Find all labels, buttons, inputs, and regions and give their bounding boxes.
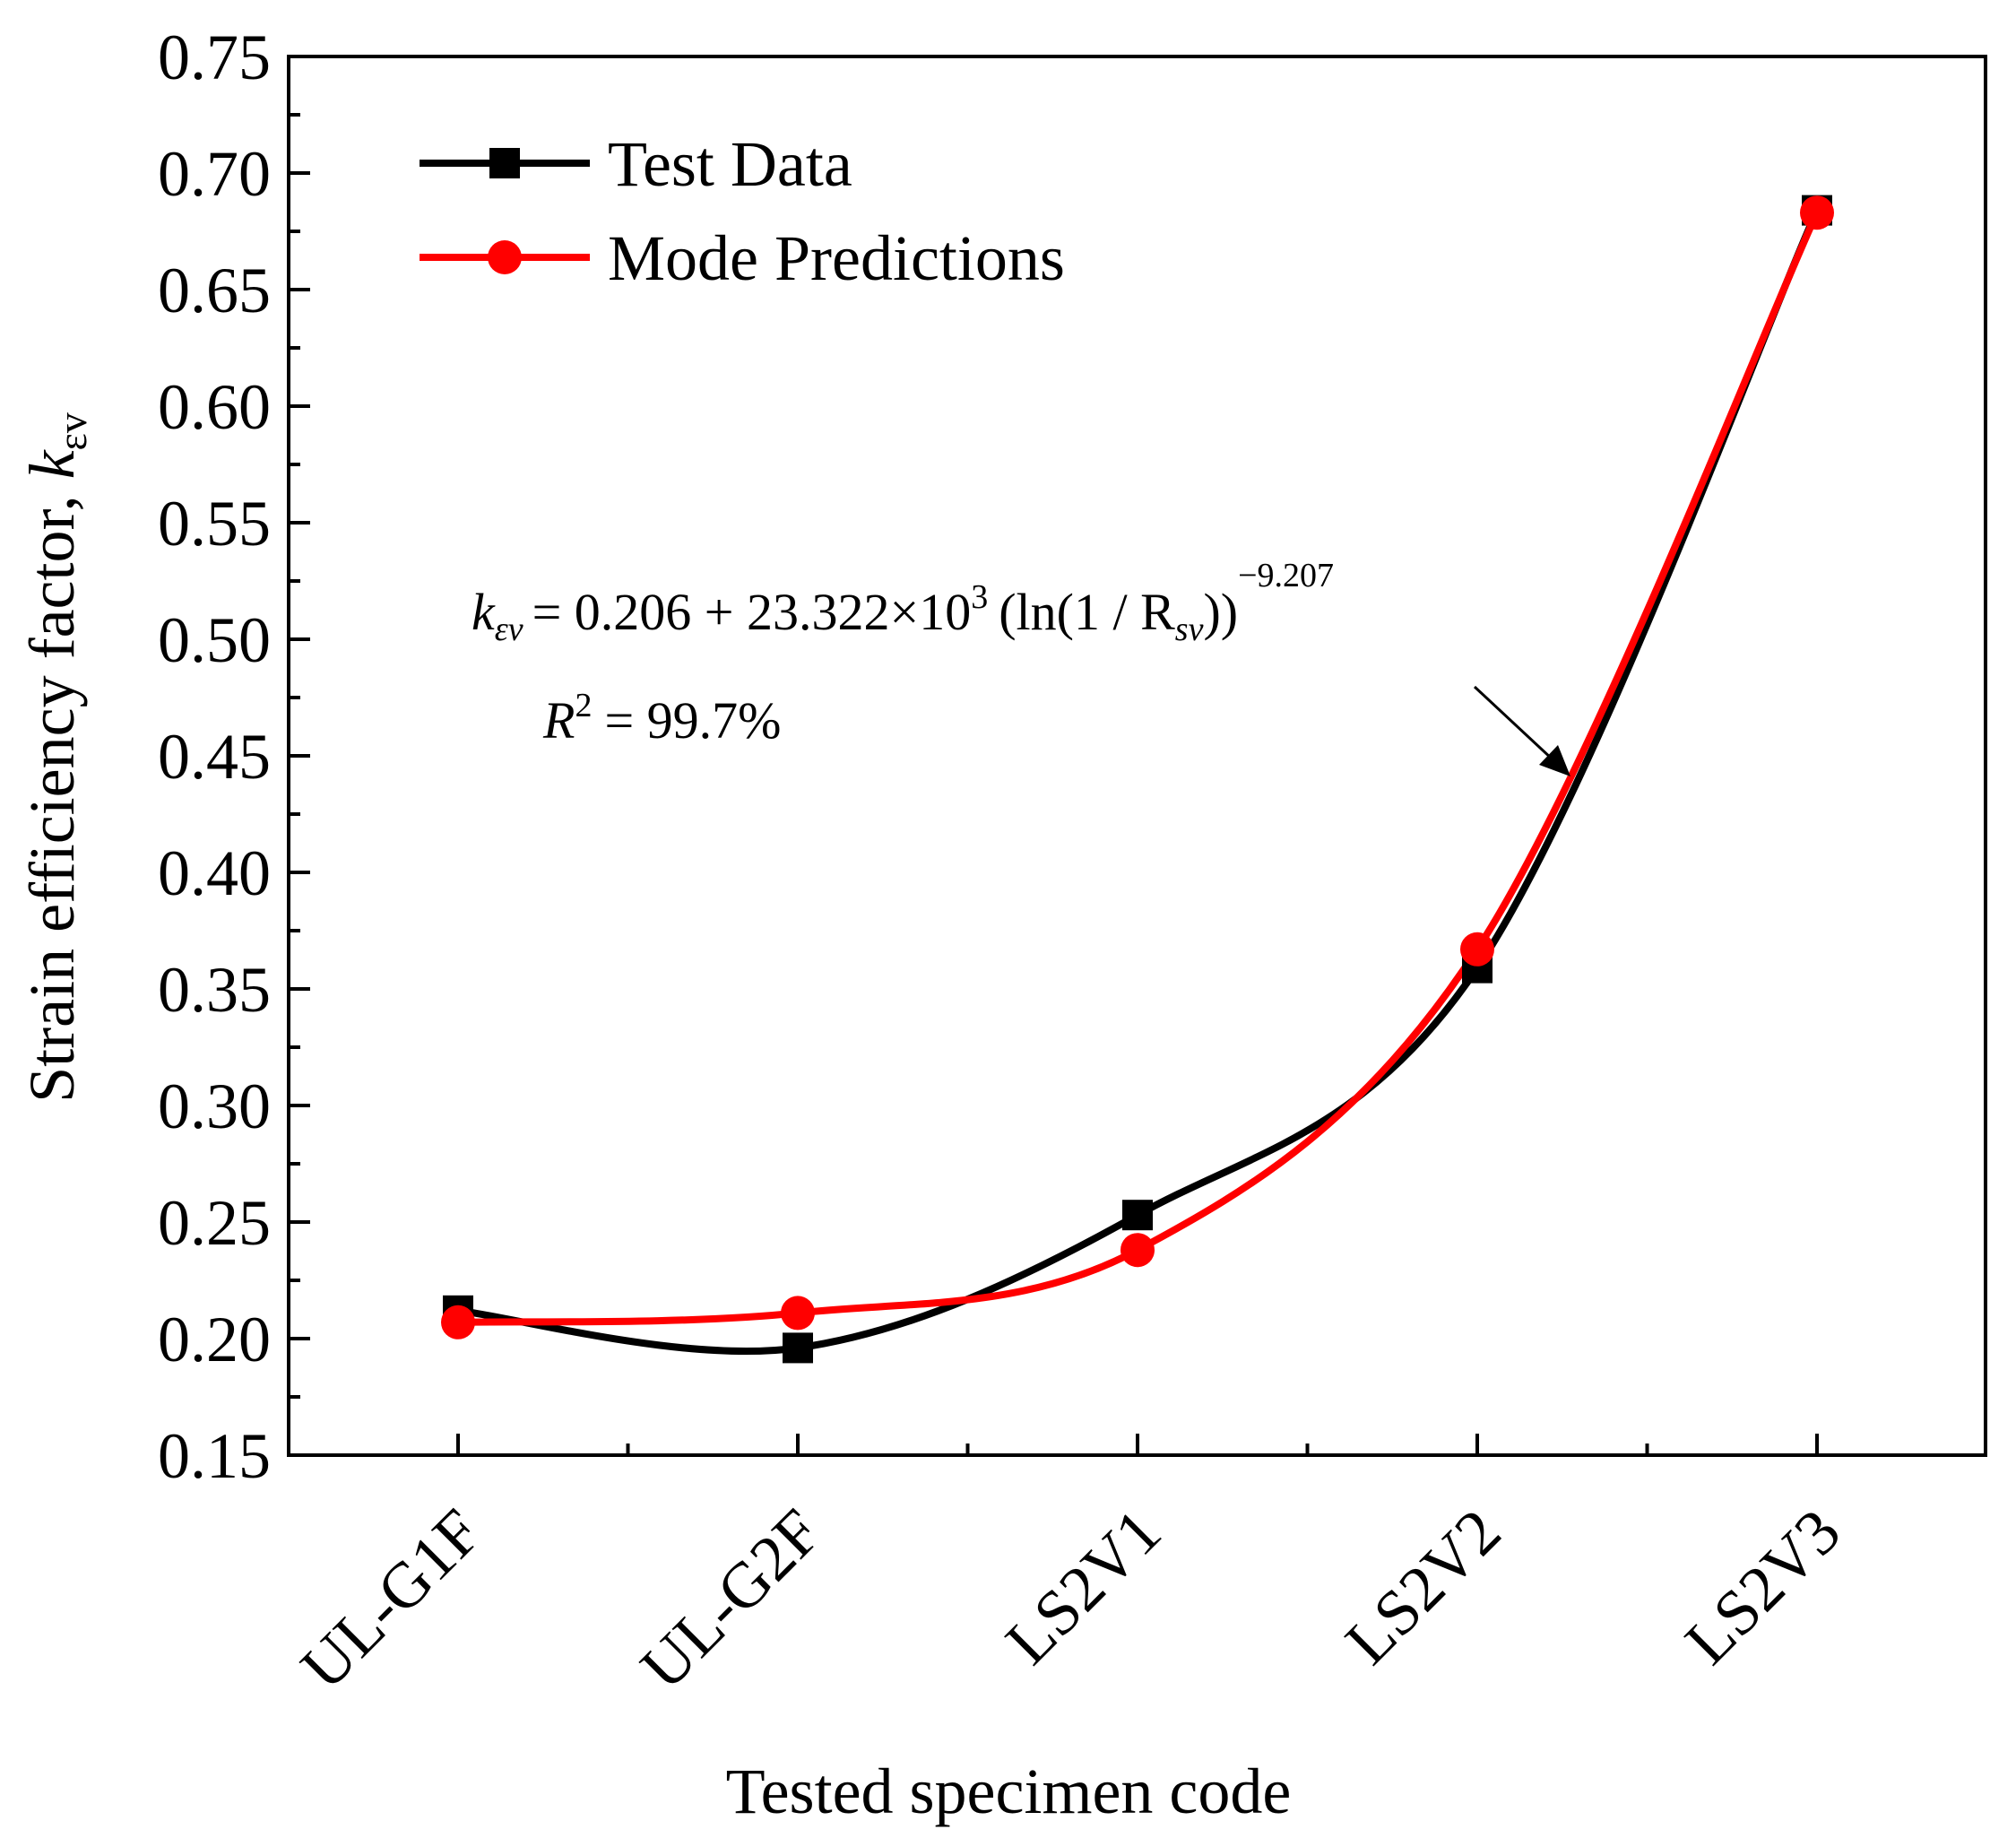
eq-exp3: 3 [971, 578, 988, 616]
point-mode-predictions [1800, 195, 1834, 230]
y-tick-label: 0.75 [158, 22, 271, 93]
point-mode-predictions [1460, 932, 1494, 967]
fit-equation-annotation: kεv = 0.206 + 23.322×103 (ln(1 / Rsv))−9.2… [472, 557, 1570, 776]
y-tick-label: 0.70 [158, 138, 271, 210]
y-tick-label: 0.30 [158, 1071, 271, 1142]
series-line-test-data [457, 208, 1821, 1356]
y-axis-title-subscript: εv [49, 412, 95, 450]
y-tick-label: 0.55 [158, 488, 271, 559]
point-test-data [1122, 1200, 1153, 1231]
y-tick-label: 0.45 [158, 721, 271, 793]
r2-value: = 99.7% [604, 691, 781, 750]
r2-exp: 2 [575, 687, 592, 724]
annotation-arrow-line [1473, 685, 1555, 762]
eq-k: k [472, 583, 496, 641]
eq-close: )) [1203, 583, 1238, 641]
y-tick-label: 0.60 [158, 371, 271, 443]
legend-marker-test-data [489, 148, 520, 178]
r2-symbol: R [542, 691, 575, 750]
eq-middle: = 0.206 + 23.322×10 [532, 583, 972, 641]
y-axis-title: Strain efficiency factor, kεv [16, 412, 95, 1103]
equation-text: kεv = 0.206 + 23.322×103 (ln(1 / Rsv))−9.2… [472, 557, 1334, 648]
y-tick-labels: 0.15 0.20 0.25 0.30 0.35 0.40 0.45 0.50 0.55 0.60… [158, 22, 271, 1492]
axis-ticks [289, 55, 1819, 1457]
series-line-mode-predictions [457, 211, 1821, 1326]
point-mode-predictions [781, 1296, 815, 1331]
series-markers [441, 195, 1834, 1364]
legend-marker-mode-predictions [488, 240, 522, 274]
legend: Test Data Mode Predictions [420, 128, 1065, 294]
y-tick-label: 0.50 [158, 604, 271, 676]
y-tick-label: 0.15 [158, 1420, 271, 1492]
y-tick-label: 0.40 [158, 837, 271, 909]
annotation-arrow-head [1539, 745, 1570, 776]
eq-paren: (ln(1 / R [999, 583, 1175, 641]
x-axis-title: Tested specimen code [726, 1756, 1292, 1827]
legend-label-mode-predictions: Mode Predictions [608, 222, 1065, 294]
series-lines [457, 208, 1821, 1356]
point-mode-predictions [1120, 1233, 1155, 1268]
y-axis-title-text: Strain efficiency factor, [16, 479, 88, 1102]
eq-k-sub: εv [495, 611, 523, 648]
eq-r-sub: sv [1175, 611, 1204, 648]
point-test-data [783, 1332, 813, 1364]
y-tick-label: 0.20 [158, 1304, 271, 1375]
legend-label-test-data: Test Data [608, 128, 852, 200]
eq-exponent: −9.207 [1238, 557, 1334, 594]
y-axis-title-symbol: k [16, 448, 88, 479]
y-tick-label: 0.35 [158, 954, 271, 1026]
y-tick-label: 0.65 [158, 255, 271, 326]
r-squared-text: R2 = 99.7% [542, 687, 781, 750]
y-tick-label: 0.25 [158, 1187, 271, 1259]
point-mode-predictions [441, 1305, 475, 1339]
